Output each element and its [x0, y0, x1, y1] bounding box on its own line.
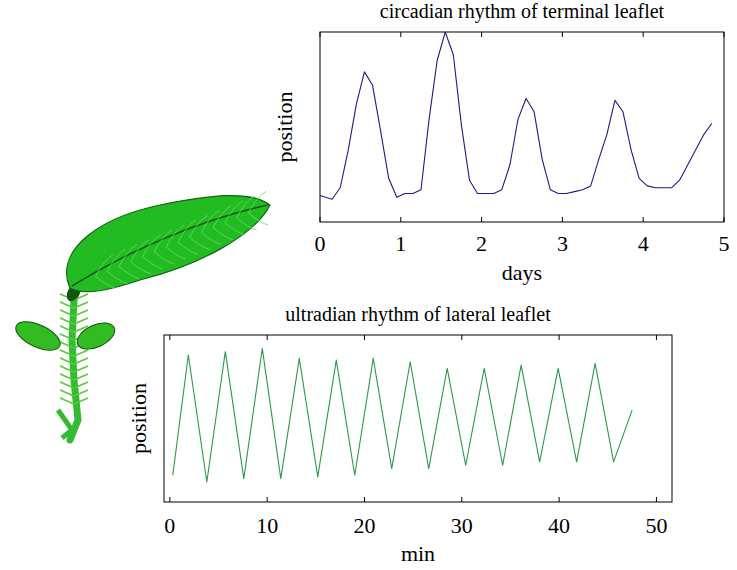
x-tick-label: 20	[353, 513, 375, 538]
y-axis-title: position	[272, 92, 297, 163]
chart-panel: ultradian rhythm of lateral leaflet 0 10 20…	[126, 303, 672, 566]
vein	[154, 230, 174, 264]
stipule	[60, 390, 88, 396]
x-tick-label: 10	[256, 513, 278, 538]
data-line	[173, 348, 632, 482]
data-line	[320, 32, 712, 199]
x-tick	[267, 497, 268, 502]
y-axis-title: position	[126, 383, 151, 454]
x-tick-top	[400, 32, 401, 37]
vein	[225, 201, 245, 235]
x-tick	[724, 217, 725, 222]
x-tick-top	[169, 335, 170, 340]
stipule	[60, 318, 88, 324]
chart-title: circadian rhythm of terminal leaflet	[380, 0, 665, 23]
stem-branch	[58, 410, 72, 438]
vein	[248, 191, 268, 225]
x-tick-label: 0	[315, 231, 326, 256]
lateral-leaflet	[12, 316, 65, 356]
x-tick	[643, 217, 644, 222]
plot-frame	[164, 335, 672, 502]
x-tick-label: 30	[451, 513, 473, 538]
midrib	[72, 205, 268, 286]
x-tick	[559, 497, 560, 502]
vein	[166, 225, 186, 259]
x-tick-label: 50	[645, 513, 667, 538]
x-tick	[320, 217, 321, 222]
terminal-leaflet	[67, 196, 270, 292]
stipule	[60, 398, 88, 404]
plot-area	[173, 348, 632, 482]
x-tick-label: 0	[164, 513, 175, 538]
stipule	[60, 382, 88, 388]
x-tick-top	[461, 335, 462, 340]
x-tick-top	[559, 335, 560, 340]
lateral-leaflet	[73, 318, 119, 355]
chart-panel: circadian rhythm of terminal leaflet 0 1 2 3…	[272, 0, 730, 285]
figure: circadian rhythm of terminal leaflet 0 1 2 3…	[0, 0, 737, 570]
x-tick-top	[320, 32, 321, 37]
x-tick-top	[643, 32, 644, 37]
stipule	[60, 366, 88, 372]
vein	[237, 196, 257, 230]
stipule	[60, 374, 88, 380]
x-tick-label: 3	[557, 231, 568, 256]
vein	[178, 220, 198, 254]
stipule	[60, 302, 88, 308]
x-tick	[461, 497, 462, 502]
x-tick-label: 1	[395, 231, 406, 256]
x-tick-top	[364, 335, 365, 340]
chart-title: ultradian rhythm of lateral leaflet	[285, 303, 551, 326]
x-tick-label: 2	[476, 231, 487, 256]
vein	[201, 211, 221, 245]
x-tick-top	[724, 32, 725, 37]
x-axis-title: days	[502, 260, 542, 285]
vein	[96, 254, 116, 288]
stipule	[60, 310, 88, 316]
vein	[190, 215, 210, 249]
x-tick	[169, 497, 170, 502]
x-tick-top	[562, 32, 563, 37]
vein	[107, 249, 127, 283]
stipule	[60, 358, 88, 364]
x-tick	[400, 217, 401, 222]
stipule	[60, 350, 88, 356]
x-tick-top	[656, 335, 657, 340]
plot-frame	[320, 32, 724, 222]
vein	[119, 245, 139, 279]
x-axis-title: min	[401, 541, 435, 566]
plot-area	[320, 32, 712, 199]
vein	[131, 240, 151, 274]
x-tick-label: 40	[548, 513, 570, 538]
x-tick	[481, 217, 482, 222]
x-tick-label: 5	[719, 231, 730, 256]
x-tick-top	[481, 32, 482, 37]
x-tick-label: 4	[638, 231, 649, 256]
x-tick-top	[267, 335, 268, 340]
x-tick	[364, 497, 365, 502]
vein	[213, 206, 233, 240]
x-tick	[656, 497, 657, 502]
vein	[143, 235, 163, 269]
x-tick	[562, 217, 563, 222]
